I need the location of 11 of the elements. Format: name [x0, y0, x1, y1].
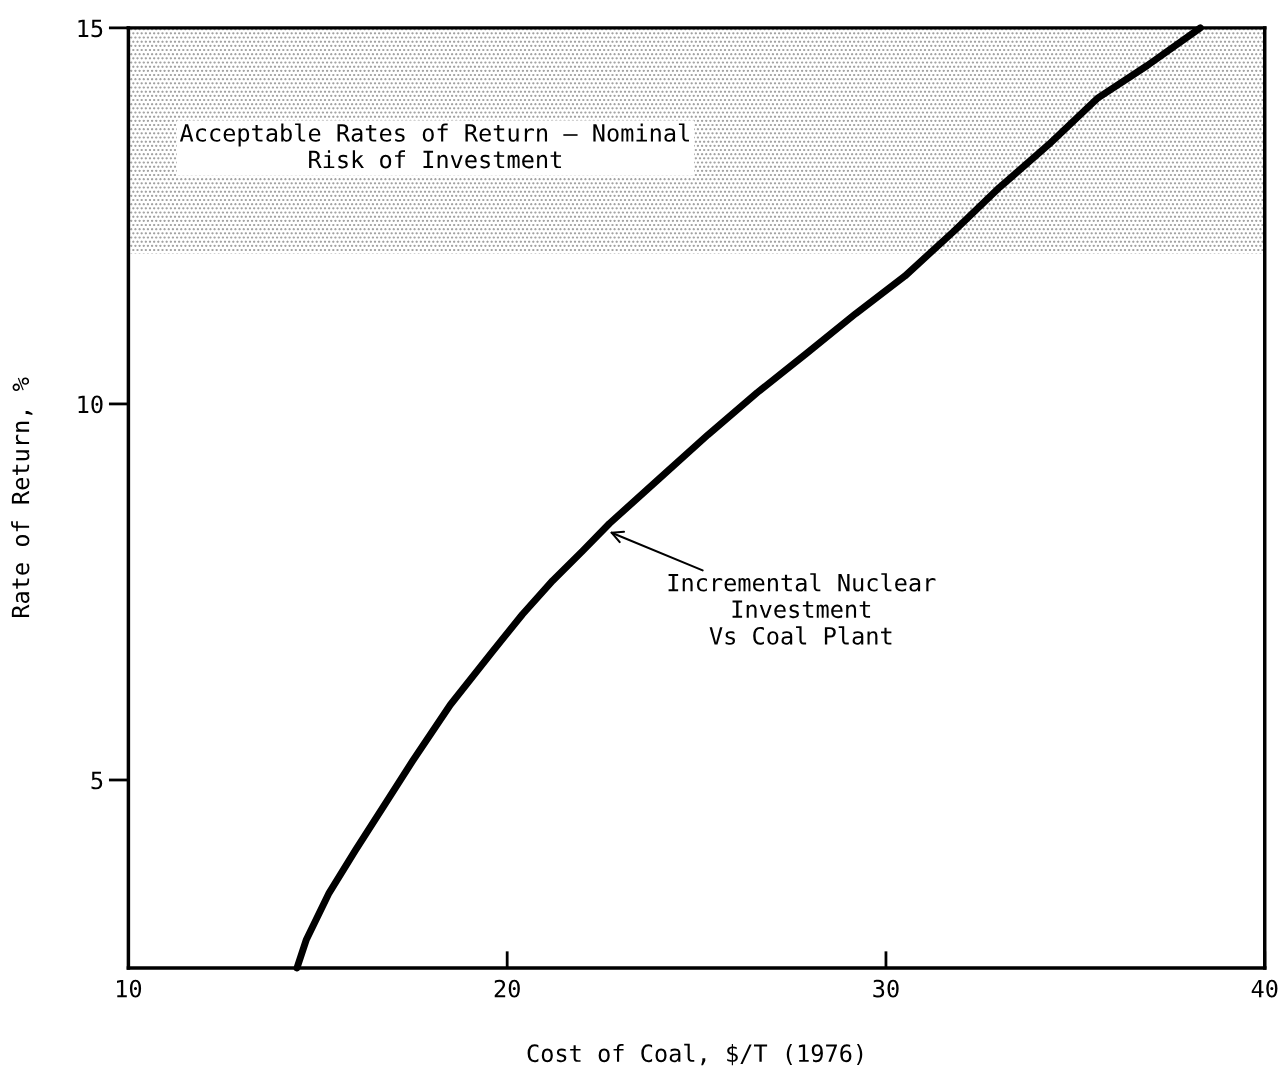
- x-axis-title: Cost of Coal, $/T (1976): [527, 1043, 863, 1066]
- x-tick-label: 30: [873, 979, 899, 998]
- annotation: Incremental Nuclear Investment Vs Coal Plant: [668, 573, 936, 645]
- y-tick-label: 10: [78, 395, 103, 414]
- x-tick-label: 10: [117, 979, 142, 998]
- y-tick-label: 15: [78, 19, 103, 38]
- x-tick-label: 40: [1251, 979, 1278, 998]
- band-label: Acceptable Rates of Return — Nominal Risk of Investment: [179, 123, 689, 169]
- x-tick-label: 20: [494, 979, 520, 998]
- y-tick-label: 5: [91, 771, 103, 790]
- y-axis-title: Rate of Return, %: [11, 377, 33, 618]
